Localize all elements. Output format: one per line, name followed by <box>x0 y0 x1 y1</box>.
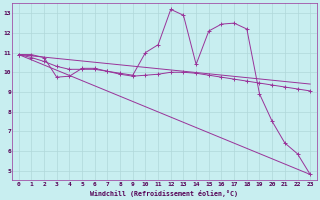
X-axis label: Windchill (Refroidissement éolien,°C): Windchill (Refroidissement éolien,°C) <box>91 190 238 197</box>
